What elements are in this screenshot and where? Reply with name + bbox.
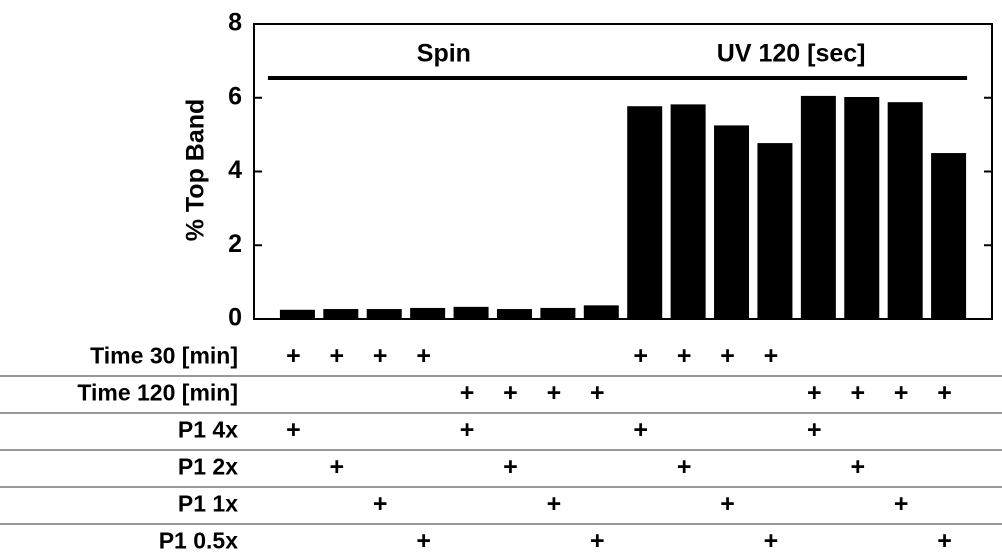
cell-mark: +	[590, 379, 605, 407]
cell-mark: +	[330, 342, 345, 370]
bar	[627, 106, 663, 319]
cell-mark: +	[850, 379, 865, 407]
bar	[323, 309, 359, 319]
y-tick-label: 0	[228, 304, 242, 332]
cell-mark: +	[937, 527, 952, 554]
bar	[540, 307, 576, 319]
cell-mark: +	[894, 379, 909, 407]
cell-mark: +	[547, 490, 562, 518]
group-label: UV 120 [sec]	[717, 40, 866, 68]
cell-mark: +	[764, 342, 779, 370]
row-label: P1 0.5x	[159, 528, 238, 554]
cell-mark: +	[850, 453, 865, 481]
cell-mark: +	[764, 527, 779, 554]
bar	[670, 104, 706, 319]
cell-mark: +	[416, 527, 431, 554]
plot-frame	[253, 23, 993, 320]
cell-mark: +	[373, 342, 388, 370]
group-label: Spin	[417, 40, 471, 68]
row-label: P1 4x	[178, 417, 238, 443]
cell-mark: +	[460, 416, 475, 444]
row-label: Time 30 [min]	[90, 343, 238, 369]
cell-mark: +	[547, 379, 562, 407]
row-label: P1 1x	[178, 491, 238, 517]
cell-mark: +	[807, 379, 822, 407]
bar	[844, 97, 880, 319]
bar	[583, 305, 619, 319]
y-tick-label: 4	[228, 156, 242, 184]
cell-mark: +	[937, 379, 952, 407]
bar	[410, 307, 446, 319]
cell-mark: +	[677, 342, 692, 370]
cell-mark: +	[720, 342, 735, 370]
cell-mark: +	[330, 453, 345, 481]
cell-mark: +	[894, 490, 909, 518]
cell-mark: +	[503, 453, 518, 481]
row-label: Time 120 [min]	[77, 380, 238, 406]
bar	[453, 306, 489, 319]
y-tick-label: 2	[228, 230, 242, 258]
cell-mark: +	[720, 490, 735, 518]
cell-mark: +	[677, 453, 692, 481]
y-tick-label: 6	[228, 82, 242, 110]
cell-mark: +	[633, 342, 648, 370]
bar	[887, 102, 923, 319]
cell-mark: +	[590, 527, 605, 554]
cell-mark: +	[633, 416, 648, 444]
cell-mark: +	[807, 416, 822, 444]
cell-mark: +	[503, 379, 518, 407]
cell-mark: +	[373, 490, 388, 518]
cell-mark: +	[460, 379, 475, 407]
y-axis-label: % Top Band	[182, 99, 210, 242]
bar	[757, 143, 793, 319]
bar	[279, 309, 315, 319]
bar	[366, 309, 402, 319]
bar	[496, 309, 532, 319]
row-label: P1 2x	[178, 454, 238, 480]
bar	[931, 153, 967, 319]
cell-mark: +	[286, 342, 301, 370]
y-tick-label: 8	[228, 9, 242, 37]
cell-mark: +	[416, 342, 431, 370]
cell-mark: +	[286, 416, 301, 444]
bar	[800, 95, 836, 319]
bar	[714, 125, 750, 319]
